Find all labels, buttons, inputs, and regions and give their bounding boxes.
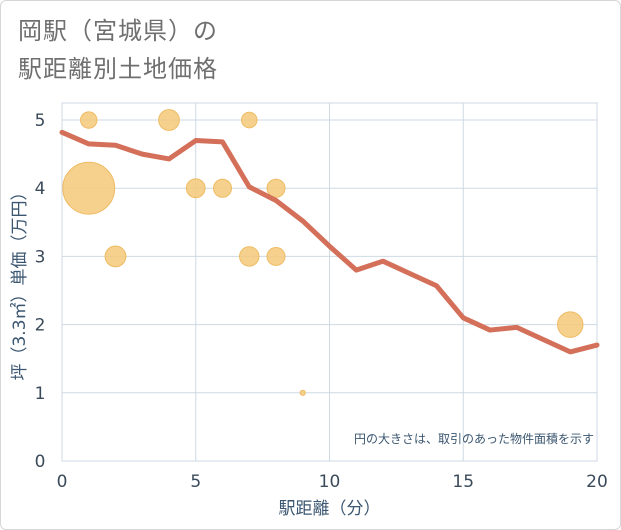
data-bubble [62,161,116,215]
x-tick-label: 5 [190,472,201,492]
x-tick-label: 20 [586,472,608,492]
x-tick-label: 0 [57,472,68,492]
data-bubble [213,178,232,198]
y-tick-label: 0 [35,452,46,472]
y-axis-label: 坪（3.3㎡）単価（万円） [10,183,30,380]
gridlines [61,103,598,462]
line-layer [59,129,600,355]
y-tick-label: 4 [35,179,46,199]
y-tick-label: 5 [35,111,46,131]
data-bubble [266,178,286,198]
x-axis-ticks: 0 5 10 15 20 [57,472,608,492]
y-tick-label: 3 [35,247,46,267]
x-tick-label: 10 [319,472,341,492]
y-axis-ticks: 0 1 2 3 4 5 [35,111,46,472]
data-bubble [158,109,180,131]
bubble-size-note: 円の大きさは、取引のあった物件面積を示す [354,431,594,446]
x-axis-label: 駅距離（分） [279,499,381,519]
x-tick-label: 15 [452,472,474,492]
data-bubble [104,245,127,268]
data-bubble [299,389,306,396]
data-bubble [185,178,206,199]
data-bubble [557,311,584,338]
data-bubble [266,246,286,266]
chart-title-line2: 駅距離別土地価格 [18,55,218,83]
data-bubble [80,111,98,129]
y-tick-label: 1 [35,384,46,404]
series-line [59,129,600,355]
chart-title-line1: 岡駅（宮城県）の [18,17,218,45]
data-bubble [239,246,260,267]
y-tick-label: 2 [35,316,46,336]
data-bubble [240,111,258,129]
bubble-layer [62,109,584,396]
